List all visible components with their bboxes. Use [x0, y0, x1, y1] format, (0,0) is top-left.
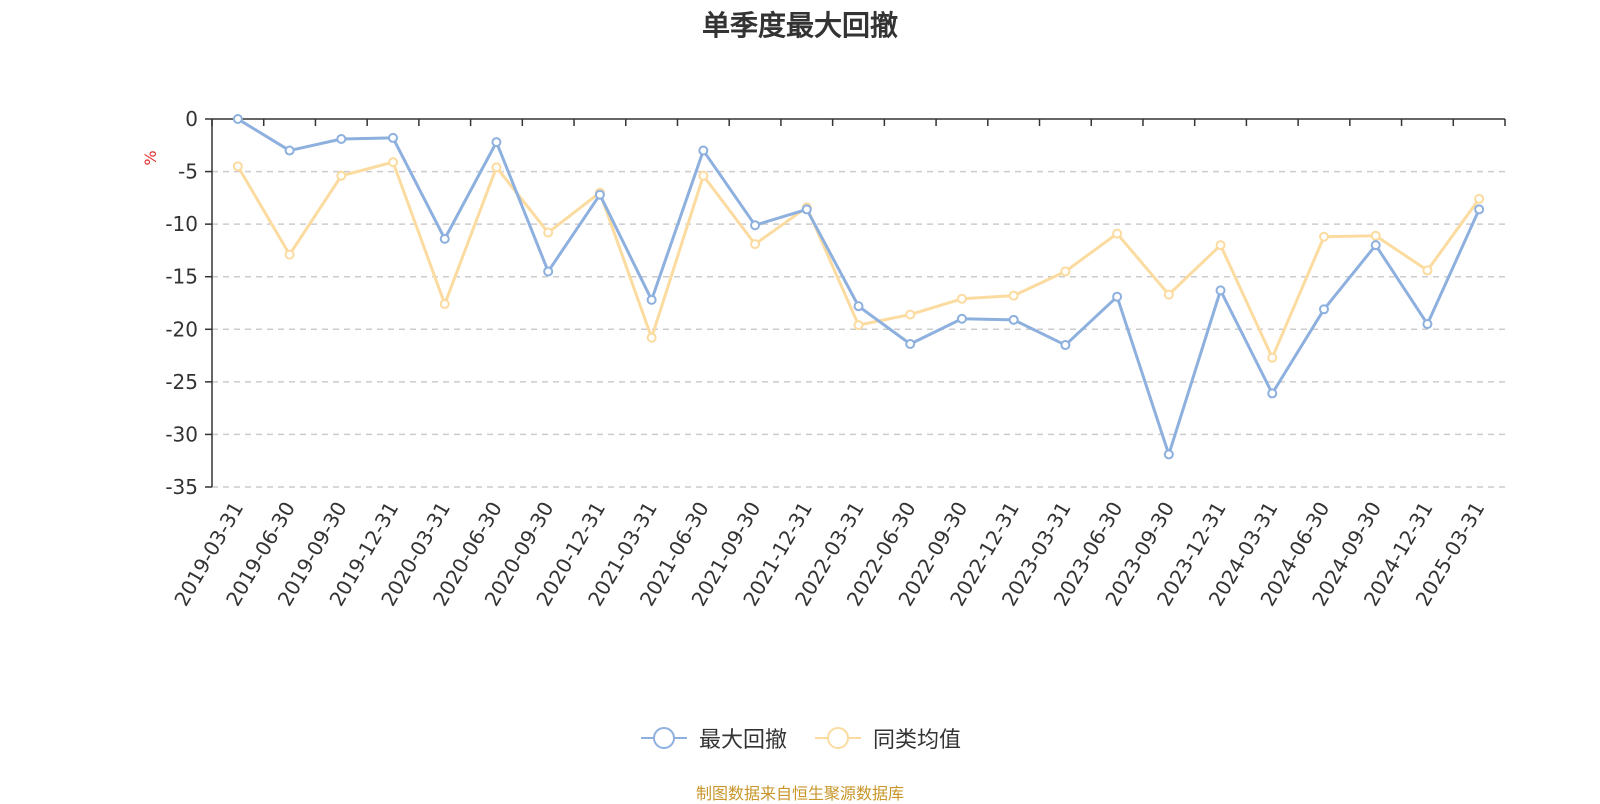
- data-point-series-2: [905, 309, 916, 320]
- data-point-series-2: [1267, 352, 1278, 363]
- data-point-series-1: [1215, 285, 1226, 296]
- y-tick-label: -35: [165, 475, 198, 499]
- legend-item-series-2[interactable]: 同类均值: [813, 722, 961, 754]
- y-tick-label: -10: [165, 212, 198, 236]
- data-point-series-2: [388, 157, 399, 168]
- legend-symbol-series-2: [815, 727, 861, 749]
- data-point-series-1: [905, 339, 916, 350]
- tick-labels: 0-5-10-15-20-25-30-35%2019-03-312019-06-…: [141, 107, 1489, 610]
- y-axis-unit-label: %: [141, 150, 160, 165]
- data-point-series-2: [1474, 193, 1485, 204]
- data-point-series-2: [543, 227, 554, 238]
- data-point-series-2: [1163, 289, 1174, 300]
- data-point-series-2: [336, 170, 347, 181]
- data-point-series-2: [491, 162, 502, 173]
- data-point-series-1: [1474, 204, 1485, 215]
- data-point-series-2: [1215, 240, 1226, 251]
- data-point-series-2: [1422, 265, 1433, 276]
- data-point-series-1: [491, 137, 502, 148]
- source-note: 制图数据来自恒生聚源数据库: [695, 784, 904, 803]
- data-point-series-1: [1370, 240, 1381, 251]
- data-point-series-1: [698, 145, 709, 156]
- y-tick-label: -20: [165, 317, 198, 341]
- data-point-series-2: [1008, 290, 1019, 301]
- data-point-series-1: [284, 145, 295, 156]
- axes: [205, 118, 1506, 488]
- y-tick-label: -5: [178, 160, 198, 184]
- legend-symbol-series-1: [640, 727, 687, 749]
- legend-label-series-1: 最大回撤: [698, 728, 787, 753]
- data-point-series-2: [646, 332, 657, 343]
- data-point-series-1: [232, 114, 243, 124]
- y-tick-label: 0: [185, 107, 198, 131]
- data-point-series-2: [1318, 231, 1329, 242]
- legend: 最大回撤 同类均值: [0, 722, 1600, 754]
- data-point-series-1: [853, 301, 864, 312]
- data-point-series-1: [1060, 340, 1071, 351]
- data-point-series-2: [1370, 230, 1381, 241]
- data-point-series-2: [232, 161, 243, 172]
- data-point-series-2: [853, 320, 864, 331]
- data-point-series-1: [1267, 388, 1278, 399]
- data-point-series-1: [801, 204, 812, 215]
- y-tick-label: -25: [165, 370, 198, 394]
- data-point-series-1: [1163, 449, 1174, 460]
- data-point-series-1: [594, 189, 605, 200]
- y-tick-label: -15: [165, 265, 198, 289]
- y-tick-label: -30: [165, 422, 198, 446]
- data-point-series-2: [750, 239, 761, 250]
- legend-item-series-1[interactable]: 最大回撤: [639, 722, 787, 754]
- data-point-series-2: [956, 293, 967, 304]
- series-lines: [232, 114, 1485, 460]
- series-line-1: [237, 117, 1481, 456]
- data-point-series-1: [543, 266, 554, 277]
- data-point-series-1: [956, 313, 967, 324]
- data-point-series-1: [336, 133, 347, 144]
- data-point-series-1: [388, 132, 399, 143]
- chart-title: 单季度最大回撤: [701, 9, 898, 42]
- data-point-series-2: [439, 299, 450, 310]
- data-point-series-2: [284, 249, 295, 260]
- data-point-series-1: [1318, 304, 1329, 315]
- data-point-series-2: [1060, 266, 1071, 277]
- data-point-series-2: [698, 170, 709, 181]
- legend-label-series-2: 同类均值: [873, 728, 962, 753]
- data-point-series-2: [1112, 228, 1123, 239]
- data-point-series-1: [1008, 314, 1019, 325]
- data-point-series-1: [1112, 291, 1123, 302]
- data-point-series-1: [750, 220, 761, 231]
- data-point-series-1: [646, 294, 657, 305]
- data-point-series-1: [1422, 319, 1433, 330]
- data-point-series-1: [439, 233, 450, 244]
